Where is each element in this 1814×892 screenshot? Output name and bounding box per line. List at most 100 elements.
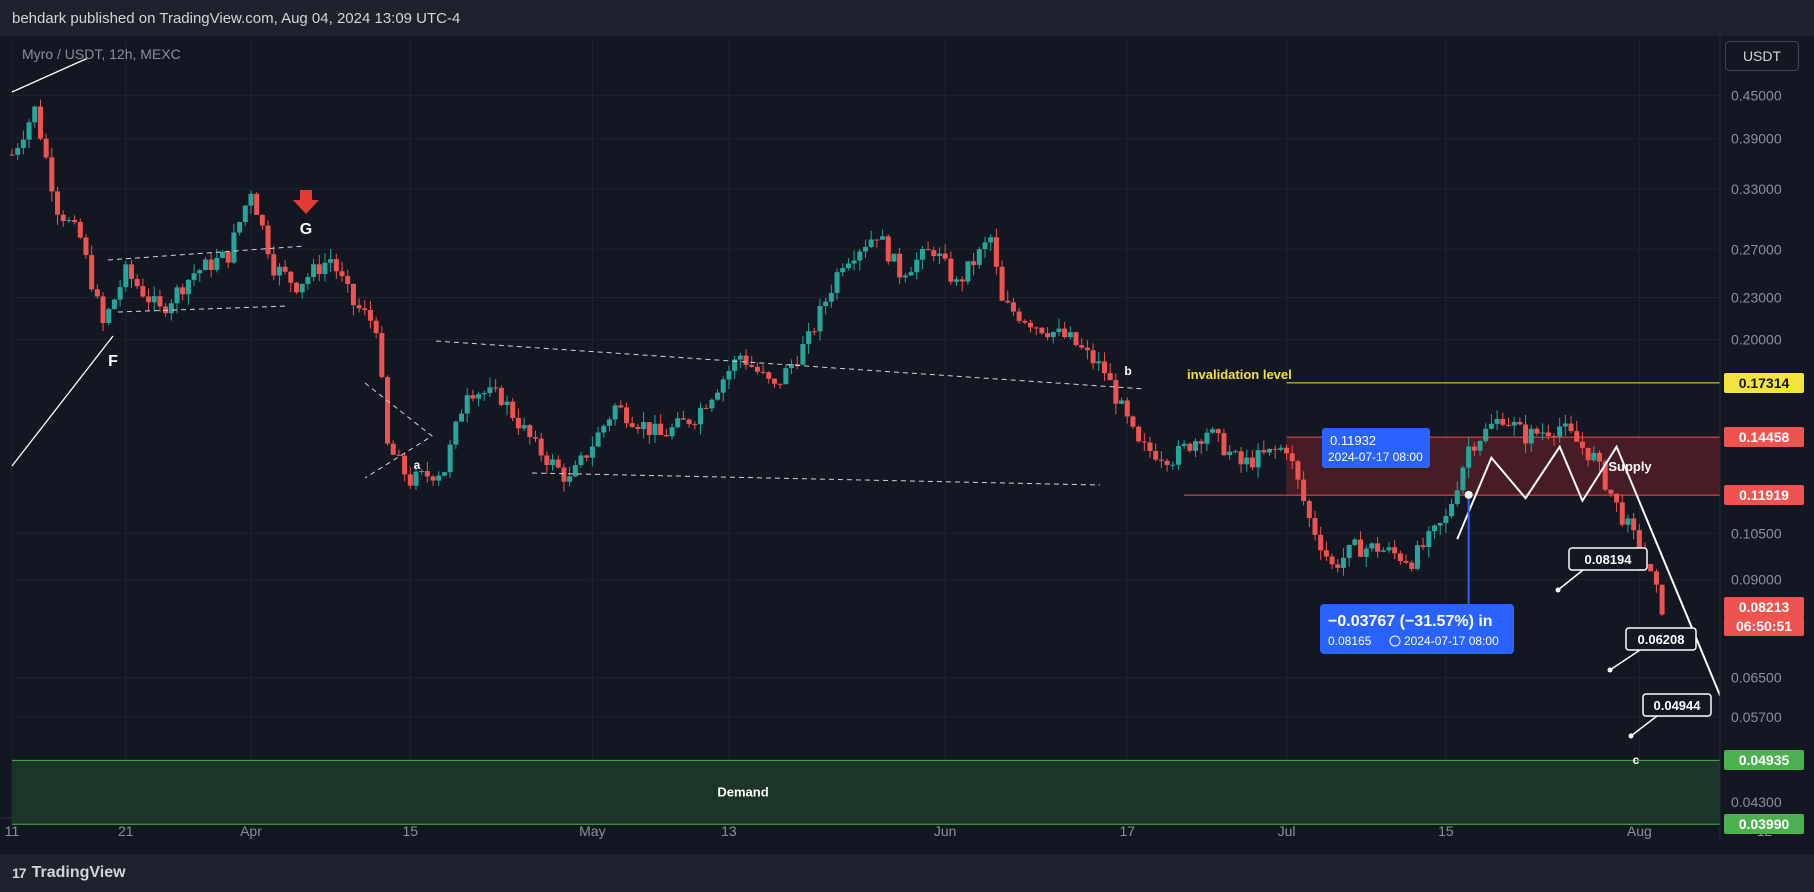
price-tick-label: 0.09000 xyxy=(1731,572,1782,588)
candle-body xyxy=(572,465,578,477)
candle-body xyxy=(1141,441,1147,443)
candle-body xyxy=(771,378,777,384)
candle-body xyxy=(1466,446,1472,468)
candle-body xyxy=(658,423,664,435)
candle-body xyxy=(1534,428,1540,434)
candle-body xyxy=(1375,543,1381,552)
measure-change-text: −0.03767 (−31.57%) in xyxy=(1328,613,1493,630)
candle-body xyxy=(493,387,499,389)
candle-body xyxy=(703,407,709,409)
target-callout-1-text: 0.08194 xyxy=(1585,552,1633,567)
price-tick-label: 0.23000 xyxy=(1731,290,1782,306)
candle-body xyxy=(595,432,601,447)
candle-body xyxy=(891,253,897,262)
candle-body xyxy=(1266,448,1272,453)
candle-body xyxy=(282,266,288,272)
price-tick-label: 0.05700 xyxy=(1731,709,1782,725)
price-tick-label: 0.45000 xyxy=(1731,88,1782,104)
candle-body xyxy=(726,370,732,380)
candle-body xyxy=(1175,445,1181,465)
candle-body xyxy=(1210,429,1216,433)
candle-body xyxy=(692,424,698,426)
candle-body xyxy=(407,474,413,486)
candle-body xyxy=(197,270,203,274)
candle-body xyxy=(487,387,493,394)
candle-body xyxy=(339,271,345,277)
tradingview-logo[interactable]: 17 TradingView xyxy=(12,864,126,882)
candle-body xyxy=(72,219,78,223)
footer-bar: 17 TradingView xyxy=(0,854,1814,892)
time-tick-label: May xyxy=(579,823,605,839)
candle-body xyxy=(1392,547,1398,554)
candle-body xyxy=(1625,518,1631,525)
candle-body xyxy=(925,249,931,251)
candle-body xyxy=(100,296,106,324)
price-label: 0.03990 xyxy=(1724,814,1804,835)
demand-label: Demand xyxy=(717,784,768,799)
candle-body xyxy=(527,425,533,438)
currency-button[interactable]: USDT xyxy=(1725,41,1799,71)
candle-body xyxy=(32,106,38,123)
candle-body xyxy=(208,259,214,270)
candle-body xyxy=(77,222,83,238)
candle-body xyxy=(294,282,299,293)
measure-bottom-price: 0.08165 xyxy=(1328,634,1372,648)
candle-body xyxy=(1579,441,1585,448)
candle-body xyxy=(1619,502,1625,525)
candle-body xyxy=(908,272,914,276)
demand-zone xyxy=(12,760,1720,825)
candle-body xyxy=(15,147,21,155)
candle-body xyxy=(1636,530,1642,553)
candle-body xyxy=(447,444,453,473)
candle-body xyxy=(168,303,174,314)
candle-body xyxy=(498,387,504,405)
candle-body xyxy=(1227,451,1233,456)
candle-body xyxy=(1272,448,1278,450)
candle-body xyxy=(715,392,721,400)
candle-body xyxy=(345,276,351,284)
candle-body xyxy=(1483,428,1489,442)
tradingview-brand: TradingView xyxy=(31,864,126,881)
price-chart[interactable]: Supply Demand invalidation level F Ga b c 0.11… xyxy=(0,36,1814,854)
target-callout-2-pointer xyxy=(1609,649,1641,671)
candle-body xyxy=(1215,429,1221,434)
price-label: 0.11919 xyxy=(1724,485,1804,506)
candle-body xyxy=(1471,446,1477,451)
candle-body xyxy=(26,122,32,140)
candle-body xyxy=(629,423,635,427)
candle-body xyxy=(1437,523,1443,526)
candle-body xyxy=(806,331,812,345)
candle-body xyxy=(356,305,362,309)
candle-body xyxy=(1278,447,1284,450)
candle-body xyxy=(948,258,954,282)
candle-body xyxy=(1454,490,1460,504)
candle-body xyxy=(1602,461,1608,490)
candle-body xyxy=(1255,450,1261,468)
candle-body xyxy=(897,253,903,278)
candle-body xyxy=(760,371,766,373)
candle-body xyxy=(1050,332,1056,338)
candle-body xyxy=(1079,345,1085,348)
candle-body xyxy=(1096,361,1102,364)
candle-body xyxy=(868,239,874,247)
candle-body xyxy=(1147,442,1153,451)
candle-body xyxy=(328,259,334,263)
candle-body xyxy=(1449,503,1455,517)
price-tick-label: 0.20000 xyxy=(1731,332,1782,348)
candle-body xyxy=(635,426,641,429)
candle-body xyxy=(669,427,675,437)
candle-body xyxy=(1010,302,1016,312)
candle-body xyxy=(618,405,624,408)
candle-body xyxy=(550,459,556,466)
candle-body xyxy=(567,476,573,482)
candle-body xyxy=(254,193,260,215)
candle-body xyxy=(834,272,840,293)
target-callout-1-pointer xyxy=(1557,569,1584,591)
candle-body xyxy=(1551,436,1557,438)
wedge-upper-line xyxy=(435,340,1146,390)
measure-start-dot xyxy=(1464,490,1473,499)
candle-body xyxy=(1409,562,1415,569)
target-callout-3-box xyxy=(1642,693,1712,717)
candle-body xyxy=(265,225,271,255)
candle-body xyxy=(481,393,487,395)
